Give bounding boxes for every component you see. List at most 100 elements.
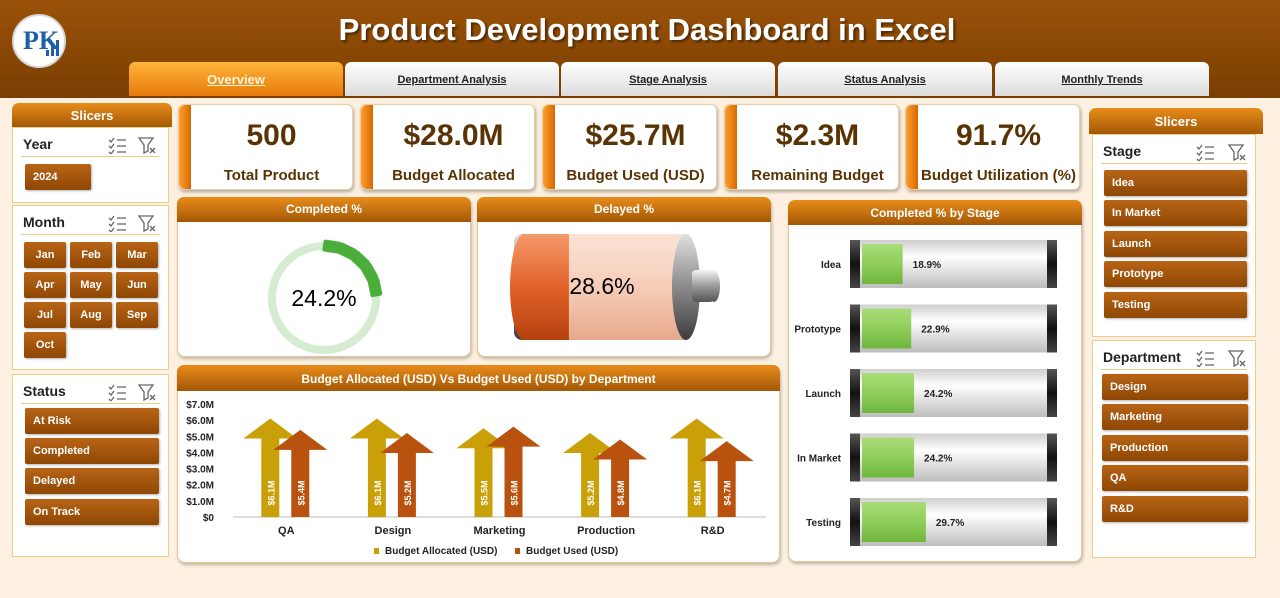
kpi-total-product: 500 Total Product — [178, 104, 353, 190]
clear-filter-icon[interactable] — [1227, 143, 1247, 161]
stage-bar-fill — [862, 308, 912, 349]
multi-select-icon[interactable] — [1195, 349, 1215, 367]
stage-value-label: 24.2% — [924, 389, 952, 400]
slicer-item-dept-qa[interactable]: QA — [1102, 465, 1248, 491]
bar-budget-allocated — [456, 428, 511, 517]
y-tick-label: $4.0M — [186, 448, 214, 459]
delayed-panel: Delayed % 28.6% — [477, 197, 771, 357]
stage-bar-fill — [862, 244, 903, 284]
completed-value: 24.2% — [291, 285, 356, 311]
battery-terminal — [692, 270, 714, 302]
stage-bar-cap — [1047, 433, 1057, 482]
tab-stage-analysis[interactable]: Stage Analysis — [561, 62, 775, 96]
multi-select-icon[interactable] — [107, 383, 127, 401]
stage-bar-fill — [862, 373, 915, 413]
slicer-item-stage-idea[interactable]: Idea — [1104, 170, 1247, 196]
slicer-item-month-may[interactable]: May — [70, 272, 112, 298]
budget-chart-panel: Budget Allocated (USD) Vs Budget Used (U… — [177, 365, 780, 563]
multi-select-icon[interactable] — [1195, 143, 1215, 161]
slicer-item-month-jul[interactable]: Jul — [24, 302, 66, 328]
kpi-budget-allocated: $28.0M Budget Allocated — [360, 104, 535, 190]
stage-category-label: In Market — [797, 454, 842, 465]
page-title: Product Development Dashboard in Excel — [338, 12, 956, 47]
legend-label: Budget Allocated (USD) — [385, 546, 497, 557]
kpi-budget-used: $25.7M Budget Used (USD) — [542, 104, 717, 190]
stage-bar-fill — [862, 502, 926, 542]
multi-select-icon[interactable] — [107, 214, 127, 232]
kpi-accent-bar — [543, 105, 555, 189]
kpi-accent-bar — [361, 105, 373, 189]
slicer-item-month-mar[interactable]: Mar — [116, 242, 158, 268]
data-label: $5.5M — [480, 480, 490, 505]
slicer-item-status-delayed[interactable]: Delayed — [25, 468, 159, 494]
slicer-item-month-aug[interactable]: Aug — [70, 302, 112, 328]
tab-status-analysis[interactable]: Status Analysis — [778, 62, 992, 96]
kpi-label: Budget Utilization (%) — [921, 167, 1076, 184]
kpi-label: Total Product — [223, 167, 320, 184]
completed-donut-chart: 24.2% — [268, 239, 383, 354]
stage-category-label: Testing — [806, 518, 841, 529]
kpi-value: $2.3M — [775, 119, 860, 152]
slicer-item-stage-testing[interactable]: Testing — [1104, 292, 1247, 318]
slicer-item-month-apr[interactable]: Apr — [24, 272, 66, 298]
bar-budget-allocated — [563, 433, 618, 517]
stage-chart: 18.9% Idea 22.9% Prototype 24.2% Launch 24.2% I… — [794, 240, 1057, 546]
slicer-item-stage-launch[interactable]: Launch — [1104, 231, 1247, 257]
stage-chart-title: Completed % by Stage — [788, 200, 1082, 225]
slicer-item-dept-design[interactable]: Design — [1102, 374, 1248, 400]
y-tick-label: $5.0M — [186, 432, 214, 443]
slicer-item-dept-production[interactable]: Production — [1102, 435, 1248, 461]
donut-segment — [360, 262, 379, 283]
donut-segment — [367, 277, 383, 298]
kpi-label: Remaining Budget — [751, 167, 884, 184]
slicer-item-month-feb[interactable]: Feb — [70, 242, 112, 268]
x-tick-label: Marketing — [474, 525, 526, 537]
battery-terminal-cap — [708, 270, 720, 302]
y-tick-label: $2.0M — [186, 481, 214, 492]
bar-budget-allocated — [243, 418, 298, 517]
clear-filter-icon[interactable] — [137, 214, 157, 232]
stage-bar-fill — [862, 437, 915, 478]
clear-filter-icon[interactable] — [137, 136, 157, 154]
slicer-item-status-on-track[interactable]: On Track — [25, 499, 159, 525]
completed-title: Completed % — [177, 197, 471, 222]
x-tick-label: Design — [375, 525, 412, 537]
slicer-item-dept-marketing[interactable]: Marketing — [1102, 404, 1248, 430]
stage-bar-cap — [850, 304, 860, 353]
left-slicers-title: Slicers — [12, 103, 172, 127]
stage-category-label: Launch — [805, 389, 841, 400]
bar-budget-used — [699, 441, 754, 517]
slicer-item-year-2024[interactable]: 2024 — [25, 164, 91, 190]
battery-left-end — [510, 234, 538, 340]
tab-overview[interactable]: Overview — [129, 62, 343, 96]
clear-filter-icon[interactable] — [137, 383, 157, 401]
budget-chart: $0 $1.0M $2.0M $3.0M $4.0M $5.0M $6.0M $7.0M $6.… — [186, 400, 766, 557]
slicer-divider — [21, 234, 160, 235]
slicer-item-dept-rd[interactable]: R&D — [1102, 496, 1248, 522]
slicer-item-status-at-risk[interactable]: At Risk — [25, 408, 159, 434]
stage-bar-cap — [1047, 304, 1057, 353]
slicer-item-month-jun[interactable]: Jun — [116, 272, 158, 298]
delayed-value: 28.6% — [569, 273, 634, 299]
stage-chart-panel: Completed % by Stage 18.9% Idea 22.9% Proto… — [788, 200, 1082, 562]
slicer-item-stage-prototype[interactable]: Prototype — [1104, 261, 1247, 287]
stage-category-label: Prototype — [794, 325, 841, 336]
data-label: $5.6M — [510, 480, 520, 505]
multi-select-icon[interactable] — [107, 136, 127, 154]
department-slicer-label: Department — [1103, 349, 1181, 365]
slicer-divider — [21, 403, 160, 404]
clear-filter-icon[interactable] — [1227, 349, 1247, 367]
slicer-item-month-sep[interactable]: Sep — [116, 302, 158, 328]
tab-monthly-trends[interactable]: Monthly Trends — [995, 62, 1209, 96]
budget-chart-title: Budget Allocated (USD) Vs Budget Used (U… — [177, 365, 780, 391]
slicer-item-month-jan[interactable]: Jan — [24, 242, 66, 268]
slicer-item-month-oct[interactable]: Oct — [24, 332, 66, 358]
slicer-item-stage-in-market[interactable]: In Market — [1104, 200, 1247, 226]
donut-segment — [322, 239, 342, 254]
stage-value-label: 18.9% — [913, 260, 941, 271]
y-tick-label: $0 — [203, 513, 215, 524]
slicer-item-status-completed[interactable]: Completed — [25, 438, 159, 464]
tab-department-analysis[interactable]: Department Analysis — [345, 62, 559, 96]
x-tick-label: R&D — [701, 525, 725, 537]
data-label: $5.4M — [296, 480, 306, 505]
